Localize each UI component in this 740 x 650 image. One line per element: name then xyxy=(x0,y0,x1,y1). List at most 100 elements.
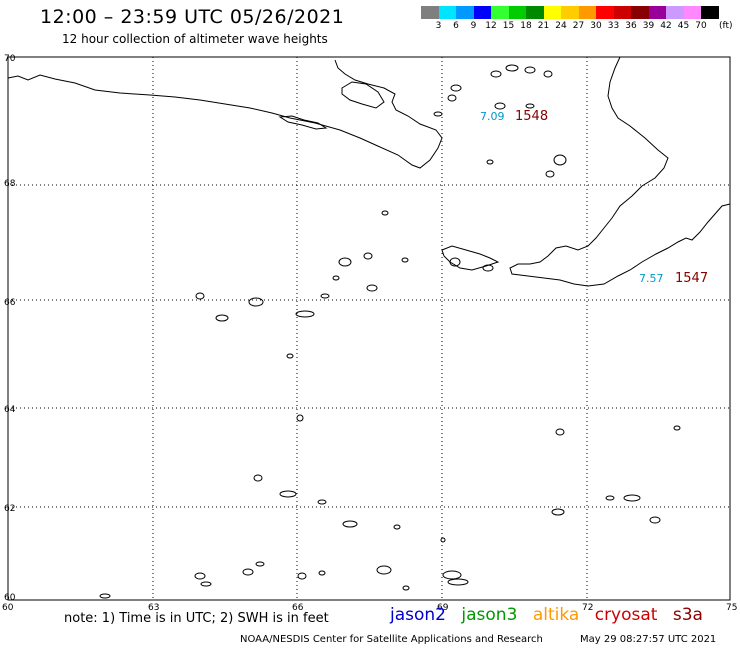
color-scale-swatch xyxy=(543,6,561,19)
lon-label-63: 63 xyxy=(148,603,159,613)
island xyxy=(402,585,410,591)
coastlines xyxy=(7,56,731,287)
wave-height-color-scale: (ft) 3 6 9 12 15 18 21 24 27 30 33 36 39 42 45 70 xyxy=(421,6,740,31)
lat-label-70: 70 xyxy=(4,54,16,64)
color-scale-label: 12 xyxy=(485,21,497,31)
island xyxy=(253,474,263,482)
color-scale-label: 9 xyxy=(470,21,477,31)
island xyxy=(623,494,641,502)
color-scale-swatch xyxy=(578,6,596,19)
color-scale-swatch xyxy=(701,6,719,19)
color-scale-swatch xyxy=(421,6,439,19)
color-scale-swatch xyxy=(648,6,666,19)
footer-credit: NOAA/NESDIS Center for Satellite Applica… xyxy=(240,634,543,645)
coastline-north xyxy=(7,59,443,169)
coastline-east xyxy=(509,56,731,287)
color-scale-label: 6 xyxy=(453,21,459,31)
color-scale-swatches xyxy=(421,6,740,19)
color-scale-label: 15 xyxy=(502,21,515,31)
mission-cryosat: cryosat xyxy=(594,605,658,625)
color-scale-labels: (ft) 3 6 9 12 15 18 21 24 27 30 33 36 39 42 45 70 xyxy=(421,19,740,31)
island xyxy=(320,293,330,299)
island xyxy=(524,66,536,74)
lat-label-66: 66 xyxy=(4,298,16,308)
map-frame xyxy=(7,56,731,601)
color-scale-label: 33 xyxy=(607,21,620,31)
island xyxy=(366,284,378,292)
island xyxy=(555,428,565,436)
coastline-north-inner xyxy=(341,81,385,109)
mission-jason3: jason3 xyxy=(461,605,518,625)
island xyxy=(195,292,205,300)
island xyxy=(551,508,565,516)
lat-label-64: 64 xyxy=(4,405,16,415)
footer-timestamp: May 29 08:27:57 UTC 2021 xyxy=(580,634,717,645)
island xyxy=(279,490,297,498)
lat-label-60: 60 xyxy=(4,593,16,603)
islands xyxy=(99,64,681,599)
island xyxy=(442,570,462,580)
island xyxy=(332,275,340,281)
island xyxy=(505,64,519,72)
island xyxy=(286,353,294,359)
lon-label-72: 72 xyxy=(582,603,593,613)
island xyxy=(553,154,567,166)
island xyxy=(363,252,373,260)
island xyxy=(440,537,446,543)
coastline-south-peninsula xyxy=(441,245,500,271)
mission-jason2: jason2 xyxy=(390,605,446,625)
island xyxy=(494,102,506,110)
island xyxy=(449,257,461,267)
mission-s3a: s3a xyxy=(672,605,703,625)
color-scale-swatch xyxy=(596,6,614,19)
mission-legend: jason2 jason3 altika cryosat s3a xyxy=(390,605,713,625)
color-scale-swatch xyxy=(473,6,491,19)
island xyxy=(381,210,389,216)
island xyxy=(605,495,615,501)
island xyxy=(318,570,326,576)
island xyxy=(255,561,265,567)
island xyxy=(297,572,307,580)
color-scale-label: 45 xyxy=(677,21,690,31)
island xyxy=(215,314,229,322)
color-scale-swatch xyxy=(561,6,579,19)
lat-label-62: 62 xyxy=(4,504,15,514)
color-scale-label: 21 xyxy=(537,21,550,31)
island xyxy=(433,111,443,117)
lat-label-68: 68 xyxy=(4,179,16,189)
latitude-labels: 70 68 66 64 62 60 xyxy=(4,54,16,603)
color-scale-swatch xyxy=(508,6,526,19)
lon-label-75: 75 xyxy=(726,603,737,613)
island xyxy=(295,310,315,318)
color-scale-label: 24 xyxy=(555,21,567,31)
color-scale-swatch xyxy=(491,6,509,19)
lon-label-60: 60 xyxy=(2,603,14,613)
longitude-labels: 60 63 66 69 72 75 xyxy=(2,603,737,613)
scale-unit-label: (ft) xyxy=(719,21,733,31)
island xyxy=(525,103,535,109)
color-scale-label: 42 xyxy=(660,21,672,31)
island xyxy=(242,568,254,576)
island xyxy=(490,70,502,78)
color-scale-label: 18 xyxy=(520,21,532,31)
color-scale-label: 39 xyxy=(642,21,655,31)
map-title: 12:00 – 23:59 UTC 05/26/2021 xyxy=(40,6,345,28)
island xyxy=(393,524,401,530)
island xyxy=(545,170,555,178)
color-scale-label: 70 xyxy=(695,21,707,31)
island xyxy=(543,70,553,78)
island xyxy=(99,593,111,599)
color-scale-swatch xyxy=(456,6,474,19)
lon-label-69: 69 xyxy=(437,603,449,613)
color-scale-swatch xyxy=(526,6,544,19)
island xyxy=(482,264,494,272)
island xyxy=(486,159,494,165)
island xyxy=(673,425,681,431)
color-scale-label: 3 xyxy=(435,21,442,31)
island xyxy=(338,257,352,267)
color-scale-swatch xyxy=(613,6,631,19)
color-scale-label: 36 xyxy=(625,21,637,31)
pass-id-label: 1548 xyxy=(515,109,548,124)
map-subtitle: 12 hour collection of altimeter wave hei… xyxy=(62,32,328,46)
